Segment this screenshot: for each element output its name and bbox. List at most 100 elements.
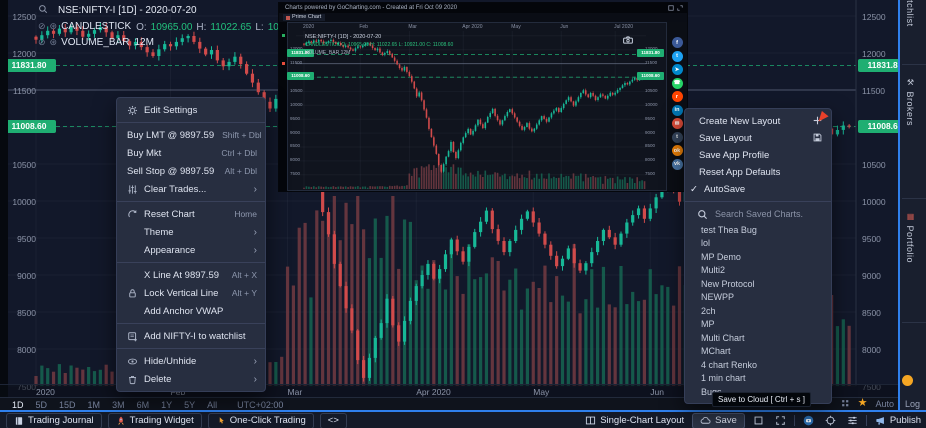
menu-item-appearance[interactable]: Appearance › (117, 241, 265, 259)
code-button[interactable]: <> (319, 412, 347, 428)
share-linkedin-icon[interactable]: in (671, 104, 683, 116)
snapshot-button[interactable] (800, 414, 817, 428)
saved-chart-item[interactable]: 4 chart Renko (701, 359, 758, 370)
screenshot-button[interactable] (750, 414, 767, 428)
publish-button[interactable]: Publish (872, 414, 924, 428)
sidebar-tab-watchlist[interactable]: Watchlist (905, 0, 915, 27)
timeframe-1y[interactable]: 1Y (161, 399, 173, 410)
share-odnoklassniki-icon[interactable]: ok (671, 145, 683, 156)
button-label: Trading Journal (28, 415, 94, 426)
search-icon[interactable] (38, 4, 48, 16)
menu-item-add-nifty-i-to-watchlist[interactable]: Add NIFTY-I to watchlist (117, 327, 265, 345)
sidebar-tab-brokers[interactable]: ⚒ Brokers (905, 78, 915, 126)
menu-item-reset-app-defaults[interactable]: Reset App Defaults (685, 164, 831, 181)
sidebar-tab-portfolio[interactable]: ▦ Portfolio (905, 212, 915, 263)
menu-item-label: Buy LMT @ 9897.59 (127, 129, 215, 141)
menu-item-save-app-profile[interactable]: Save App Profile (685, 147, 831, 164)
timeframe-1d[interactable]: 1D (12, 399, 24, 410)
legend-symbol-row: NSE:NIFTY-I [1D] - 2020-07-20 (38, 2, 372, 18)
log-scale-label[interactable]: Log (905, 399, 921, 409)
saved-chart-item[interactable]: 1 min chart (701, 373, 746, 384)
saved-chart-item[interactable]: Bugs (701, 386, 722, 397)
expand-icon[interactable] (677, 5, 683, 11)
share-twitter-icon[interactable]: t (671, 50, 683, 62)
share-reddit-icon[interactable]: r (671, 91, 683, 102)
menu-item-clear-trades-[interactable]: Clear Trades... › (117, 180, 265, 198)
menu-item-add-anchor-vwap[interactable]: Add Anchor VWAP (117, 302, 265, 320)
tool-marker-green[interactable] (281, 34, 285, 37)
preferences-button[interactable] (844, 414, 861, 428)
saved-chart-item[interactable]: MChart (701, 346, 731, 357)
star-icon[interactable]: ★ (857, 397, 868, 409)
fullscreen-button[interactable] (772, 414, 789, 428)
menu-item-edit-settings[interactable]: Edit Settings (117, 101, 265, 119)
menu-item-sell-stop-9897-59[interactable]: Sell Stop @ 9897.59 Alt + Dbl (117, 162, 265, 180)
timeframe-1m[interactable]: 1M (87, 399, 101, 410)
share-whatsapp-icon[interactable]: ☎ (671, 77, 683, 89)
saved-chart-item[interactable]: MP (701, 319, 715, 330)
price-tick: 8000 (17, 344, 36, 355)
share-telegram-icon[interactable]: ➤ (671, 64, 683, 75)
menu-item-lock-vertical-line[interactable]: Lock Vertical Line Alt + Y (117, 284, 265, 302)
share-gmail-icon[interactable]: ✉ (671, 118, 683, 129)
gear-icon[interactable]: ⊛ (49, 36, 58, 47)
popup-chart-tab[interactable]: Prime Chart (283, 14, 326, 21)
saved-chart-item[interactable]: lol (701, 238, 711, 249)
menu-item-buy-mkt[interactable]: Buy Mkt Ctrl + Dbl (117, 144, 265, 162)
menu-item-autosave[interactable]: ✓ AutoSave (685, 181, 831, 198)
timeframe-5y[interactable]: 5Y (184, 399, 196, 410)
menu-item-x-line-at-9897-59[interactable]: X Line At 9897.59 Alt + X (117, 266, 265, 284)
camera-icon[interactable] (623, 31, 633, 49)
search-placeholder: Search Saved Charts. (715, 209, 804, 219)
timeframe-5d[interactable]: 5D (35, 399, 48, 410)
visibility-off-icon[interactable]: ⊘ (38, 20, 46, 31)
bottom-toolbar: Trading Journal Trading Widget One-Click T… (0, 410, 926, 428)
price-tick: 12500 (862, 11, 886, 22)
rocket-icon (117, 416, 124, 425)
timezone-label[interactable]: UTC+02:00 (237, 399, 284, 410)
crosshair-button[interactable] (822, 414, 839, 428)
saved-charts-search[interactable]: Search Saved Charts. (685, 205, 831, 223)
open-external-icon[interactable] (668, 5, 674, 11)
share-vk-icon[interactable]: vk (671, 158, 683, 170)
gear-icon[interactable]: ⊛ (49, 20, 58, 31)
price-tick: 12500 (12, 11, 36, 22)
timeframe-6m[interactable]: 6M (136, 399, 150, 410)
menu-shortcut: Alt + X (231, 270, 257, 280)
timeframe-15d[interactable]: 15D (59, 399, 76, 410)
menu-item-buy-lmt-9897-59[interactable]: Buy LMT @ 9897.59 Shift + Dbl (117, 126, 265, 144)
menu-item-create-new-layout[interactable]: Create New Layout (685, 113, 831, 130)
menu-item-delete[interactable]: Delete › (117, 370, 265, 388)
one-click-trading-button[interactable]: One-Click Trading (207, 412, 314, 428)
saved-chart-item[interactable]: Multi2 (701, 265, 726, 276)
price-tag: 11008.60 (2, 119, 56, 133)
share-facebook-icon[interactable]: f (671, 37, 683, 48)
submenu-arrow-icon: › (253, 244, 257, 256)
saved-chart-item[interactable]: test Thea Bug (701, 224, 757, 235)
timeframe-3m[interactable]: 3M (112, 399, 125, 410)
visibility-off-icon[interactable]: ⊘ (38, 36, 46, 47)
trading-widget-button[interactable]: Trading Widget (107, 412, 202, 428)
saved-chart-item[interactable]: New Protocol (701, 278, 755, 289)
saved-chart-item[interactable]: MP Demo (701, 251, 741, 262)
grid-icon[interactable] (841, 395, 850, 413)
trading-journal-button[interactable]: Trading Journal (6, 412, 102, 428)
cloud-icon (700, 416, 711, 424)
timeframe-all[interactable]: All (207, 399, 218, 410)
auto-scale-label[interactable]: Auto (875, 398, 894, 409)
saved-chart-item[interactable]: Multi Chart (701, 332, 745, 343)
submenu-arrow-icon: › (253, 183, 257, 195)
share-tumblr-icon[interactable]: t (671, 131, 683, 143)
single-chart-layout-button[interactable]: Single-Chart Layout (582, 414, 687, 428)
saved-chart-item[interactable]: 2ch (701, 305, 716, 316)
tool-marker-red[interactable] (281, 62, 285, 65)
time-tick: Mar (287, 387, 303, 397)
saved-chart-item[interactable]: NEWPP (701, 292, 735, 303)
menu-item-label: Edit Settings (144, 104, 198, 116)
menu-item-save-layout[interactable]: Save Layout (685, 130, 831, 147)
menu-item-hide-unhide[interactable]: Hide/Unhide › (117, 352, 265, 370)
menu-item-reset-chart[interactable]: Reset Chart Home (117, 205, 265, 223)
menu-item-theme[interactable]: Theme › (117, 223, 265, 241)
save-button[interactable]: Save (692, 412, 745, 428)
